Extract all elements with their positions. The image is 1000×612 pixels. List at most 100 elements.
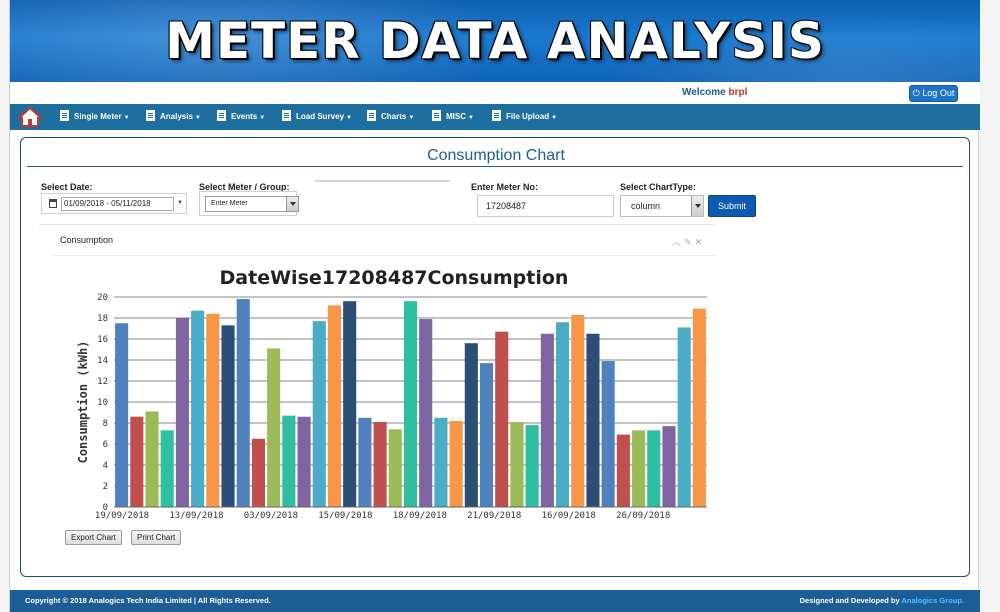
panel-title: Consumption Chart xyxy=(427,147,565,164)
meter-group-value: Enter Meter xyxy=(211,200,248,207)
nav-misc[interactable]: MISC ▼ xyxy=(432,104,474,130)
bar xyxy=(191,310,205,507)
bar xyxy=(616,434,630,507)
bar xyxy=(495,331,509,507)
bar xyxy=(175,318,189,507)
wrench-icon[interactable]: ✎ xyxy=(684,237,695,247)
date-range-picker[interactable]: 01/09/2018 - 05/11/2018 ▼ xyxy=(41,193,187,214)
x-tick-label: 19/09/2018 xyxy=(95,511,149,521)
nav-single-meter[interactable]: Single Meter ▼ xyxy=(60,104,130,130)
logout-button[interactable]: ⏻ Log Out xyxy=(909,85,958,102)
bar xyxy=(221,325,235,507)
x-tick-label: 18/09/2018 xyxy=(393,511,447,521)
nav-events[interactable]: Events ▼ xyxy=(217,104,265,130)
dropdown-arrow-icon[interactable] xyxy=(286,197,298,211)
y-tick-label: 12 xyxy=(97,377,108,387)
bar xyxy=(479,363,494,507)
bar xyxy=(632,430,646,507)
close-icon[interactable]: ✕ xyxy=(694,237,706,247)
meter-no-label: Enter Meter No: xyxy=(471,182,539,192)
username: brpl xyxy=(728,87,748,98)
y-tick-label: 6 xyxy=(103,440,108,450)
bar xyxy=(312,321,326,507)
designed-by: Designed and Developed by Analogics Grou… xyxy=(800,596,964,605)
header-banner: METER DATA ANALYSIS xyxy=(10,0,980,82)
export-chart-button[interactable]: Export Chart xyxy=(65,530,122,545)
chart-title: DateWise17208487Consumption xyxy=(220,267,569,289)
bar xyxy=(677,327,691,507)
print-chart-button[interactable]: Print Chart xyxy=(131,530,182,545)
bar xyxy=(449,420,463,507)
bar xyxy=(297,416,311,507)
nav-analysis[interactable]: Analysis ▼ xyxy=(146,104,201,130)
date-range-input[interactable]: 01/09/2018 - 05/11/2018 xyxy=(61,197,174,211)
x-tick-label: 13/09/2018 xyxy=(169,511,223,521)
bar xyxy=(282,415,296,507)
divider xyxy=(315,180,450,182)
document-icon xyxy=(217,110,226,122)
widget-header-rule xyxy=(51,255,715,256)
main-nav: Single Meter ▼ Analysis ▼ Events ▼ Load Sur… xyxy=(10,104,980,130)
consumption-bar-chart: DateWise17208487Consumption 0 2 4 6 8 10 12 14 16… xyxy=(76,267,707,521)
document-icon xyxy=(282,110,291,122)
x-tick-label: 26/09/2018 xyxy=(616,511,670,521)
date-label: Select Date: xyxy=(41,182,93,192)
x-tick-label: 15/09/2018 xyxy=(318,511,372,521)
y-tick-label: 18 xyxy=(97,314,108,324)
meter-no-input[interactable]: 17208487 xyxy=(477,195,614,217)
footer: Copyright © 2018 Analogics Tech India Li… xyxy=(10,590,980,612)
house-icon[interactable] xyxy=(18,106,42,128)
y-tick-label: 20 xyxy=(97,293,108,303)
logout-icon: ⏻ xyxy=(912,88,920,98)
chart-type-select[interactable]: column xyxy=(620,195,704,217)
bar xyxy=(388,429,402,507)
bar xyxy=(662,426,676,507)
bar xyxy=(647,430,661,507)
y-tick-label: 4 xyxy=(103,461,108,471)
user-bar: Welcome brpl ⏻ Log Out xyxy=(10,82,980,104)
title-divider xyxy=(27,166,963,167)
document-icon xyxy=(367,110,376,122)
bar xyxy=(434,417,448,507)
nav-file-upload[interactable]: File Upload ▼ xyxy=(492,104,557,130)
y-tick-label: 2 xyxy=(103,482,108,492)
app-title: METER DATA ANALYSIS xyxy=(165,12,825,70)
welcome-label: Welcome xyxy=(682,87,726,98)
x-tick-label: 16/09/2018 xyxy=(542,511,596,521)
bar xyxy=(145,411,159,507)
bar xyxy=(267,348,281,507)
bar xyxy=(403,301,418,507)
brand-link[interactable]: Analogics Group. xyxy=(901,596,964,605)
chart-type-label: Select ChartType: xyxy=(620,182,696,192)
nav-load-survey[interactable]: Load Survey ▼ xyxy=(282,104,352,130)
y-tick-label: 14 xyxy=(97,356,108,366)
x-tick-label: 03/09/2018 xyxy=(244,511,298,521)
meter-group-select[interactable]: Enter Meter xyxy=(205,196,299,212)
bar xyxy=(115,323,129,507)
copyright-text: Copyright © 2018 Analogics Tech India Li… xyxy=(25,596,271,605)
widget-title: Consumption xyxy=(60,235,114,245)
dropdown-arrow-icon[interactable] xyxy=(691,196,703,216)
bar xyxy=(601,361,615,507)
collapse-icon[interactable]: ︿ xyxy=(672,237,685,247)
y-axis-label: Consumption (kWh) xyxy=(76,341,90,464)
document-icon xyxy=(60,110,69,122)
page: METER DATA ANALYSIS Welcome brpl ⏻ Log O… xyxy=(9,0,980,612)
bar xyxy=(419,319,433,507)
bar xyxy=(130,416,144,507)
submit-button[interactable]: Submit xyxy=(708,195,756,217)
bar xyxy=(586,333,600,507)
logout-label: Log Out xyxy=(922,88,955,98)
bar xyxy=(692,308,706,507)
bar xyxy=(160,430,174,507)
bar xyxy=(373,421,387,507)
chart-type-value: column xyxy=(631,201,661,211)
bar xyxy=(358,417,372,507)
bar xyxy=(510,421,524,507)
nav-charts[interactable]: Charts ▼ xyxy=(367,104,414,130)
bar xyxy=(540,333,554,507)
meter-group-wrapper: Enter Meter xyxy=(199,191,299,216)
bar xyxy=(236,299,250,507)
bar xyxy=(571,314,585,507)
bar xyxy=(464,343,478,507)
